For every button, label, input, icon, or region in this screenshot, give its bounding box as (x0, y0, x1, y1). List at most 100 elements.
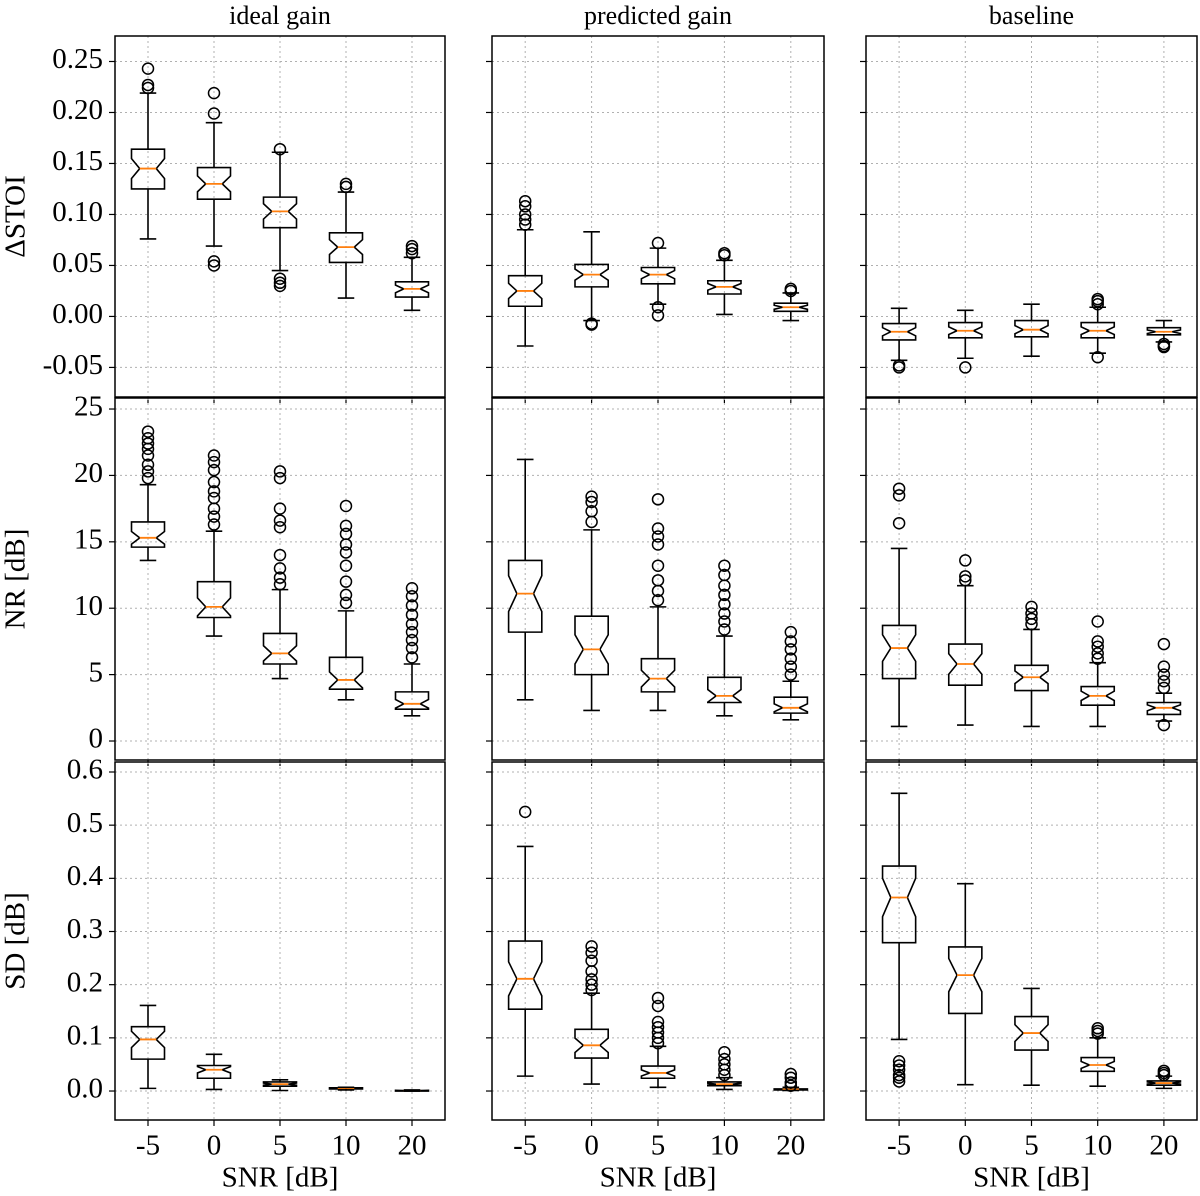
box (640, 657, 676, 693)
flier (892, 1068, 906, 1082)
panel-frame (865, 761, 1198, 1121)
box (707, 279, 742, 295)
y-tick-label: 0.4 (67, 860, 104, 892)
flier (585, 495, 598, 509)
y-tick-label: 0.2 (67, 966, 103, 998)
flier (1091, 1022, 1104, 1035)
box (881, 624, 917, 680)
flier (339, 499, 353, 513)
flier (718, 246, 731, 260)
flier (141, 78, 155, 92)
flier (1157, 340, 1171, 354)
x-tick-label: 20 (1149, 1130, 1178, 1162)
flier (784, 668, 798, 681)
flier (207, 449, 221, 462)
box (262, 1081, 298, 1088)
flier (651, 309, 665, 322)
flier (273, 502, 287, 515)
flier (273, 548, 287, 562)
box (196, 166, 232, 200)
x-tick-label: -5 (513, 1130, 537, 1162)
flier (273, 279, 287, 293)
box (1146, 326, 1182, 336)
box (394, 1089, 430, 1092)
flier (892, 1059, 906, 1072)
y-tick-label: 0.25 (52, 43, 103, 75)
flier (518, 208, 532, 221)
flier (651, 574, 665, 587)
x-axis-label: SNR [dB] (600, 1162, 717, 1194)
box (1080, 685, 1116, 706)
x-tick-label: 0 (584, 1130, 599, 1162)
flier (273, 562, 287, 575)
flier (1091, 635, 1104, 648)
flier (718, 597, 731, 611)
flier (141, 471, 155, 485)
flier (141, 425, 155, 438)
flier (718, 623, 731, 636)
box (1146, 1080, 1182, 1086)
flier (892, 482, 906, 495)
box (262, 196, 298, 229)
flier (784, 1067, 798, 1081)
flier (959, 574, 972, 587)
flier (207, 463, 221, 477)
panel-frame (865, 397, 1198, 761)
flier (1157, 1064, 1171, 1078)
column-title: predicted gain (584, 1, 732, 30)
flier (207, 518, 221, 531)
box (130, 1025, 166, 1060)
flier (405, 625, 419, 639)
flier (1091, 292, 1104, 306)
flier (585, 978, 598, 991)
box (1014, 319, 1049, 338)
box (130, 521, 166, 548)
flier (784, 282, 798, 296)
flier (273, 465, 287, 478)
flier (892, 1054, 906, 1068)
flier (892, 1063, 906, 1077)
flier (141, 437, 155, 450)
box (640, 1065, 676, 1080)
box (1080, 321, 1116, 339)
box (773, 1088, 809, 1091)
box (574, 1028, 609, 1059)
box (881, 865, 917, 944)
x-tick-label: 5 (651, 1130, 666, 1162)
flier (141, 431, 155, 445)
box (773, 302, 809, 313)
flier (1091, 297, 1104, 311)
flier (1157, 718, 1171, 732)
flier (273, 276, 287, 290)
y-tick-label: 0.20 (52, 94, 103, 126)
flier (651, 1015, 665, 1029)
flier (784, 625, 798, 639)
flier (141, 62, 155, 75)
flier (518, 213, 532, 226)
flier (718, 607, 731, 620)
panel-frame (114, 35, 446, 398)
flier (207, 485, 221, 498)
flier (1091, 640, 1104, 653)
flier (207, 255, 221, 268)
flier (207, 107, 221, 120)
flier (339, 177, 353, 191)
flier (651, 522, 665, 535)
box (262, 632, 298, 665)
box (574, 615, 609, 676)
flier (1025, 607, 1038, 620)
flier (784, 1071, 798, 1084)
flier (784, 660, 798, 673)
box (640, 266, 676, 285)
flier (339, 527, 353, 541)
y-tick-label: -0.05 (43, 349, 103, 381)
panel-frame (114, 397, 446, 761)
panel-frame (491, 761, 825, 1121)
x-tick-label: 20 (776, 1130, 805, 1162)
flier (651, 530, 665, 543)
flier (207, 86, 221, 100)
flier (273, 471, 287, 485)
panel-frame (865, 35, 1198, 398)
flier (1157, 660, 1171, 673)
